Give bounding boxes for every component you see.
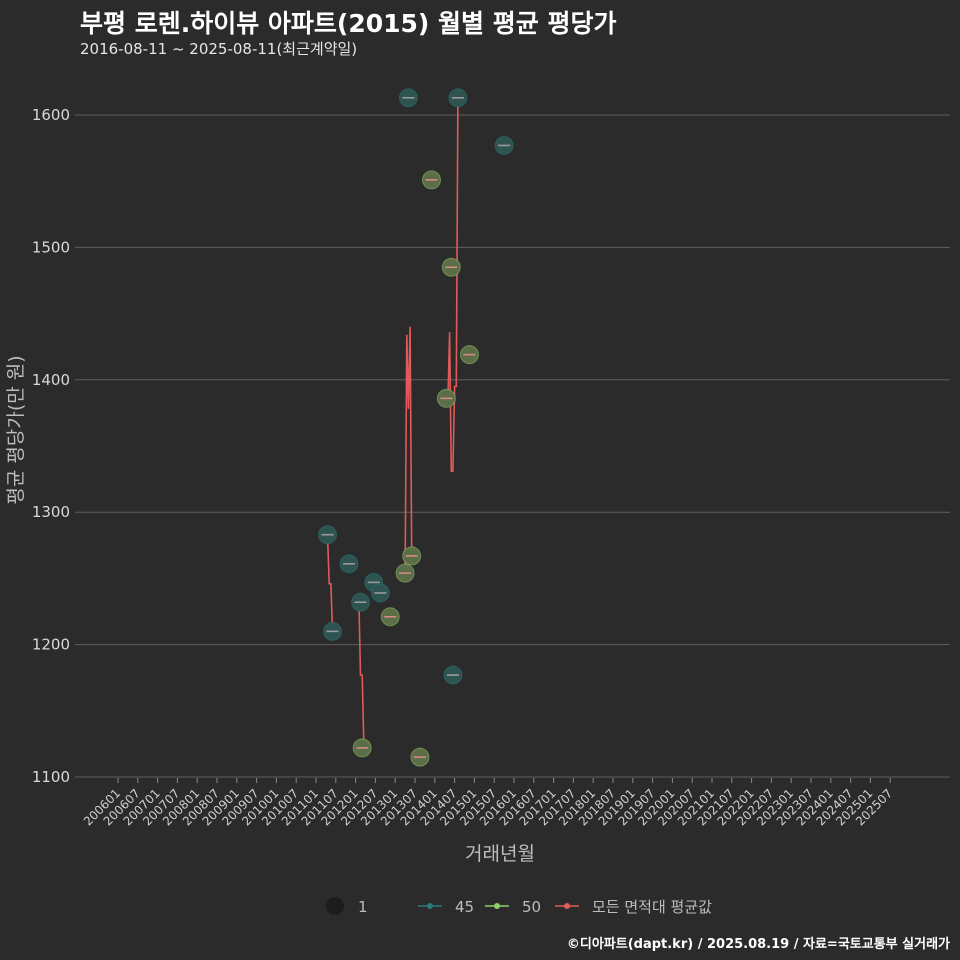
chart-title: 부평 로렌.하이뷰 아파트(2015) 월별 평균 평당가 — [80, 9, 617, 38]
legend-swatch-dot — [427, 903, 433, 909]
y-axis-label: 평균 평당가(만 원) — [5, 355, 27, 504]
legend-swatch-dot — [564, 903, 570, 909]
y-tick-label: 1300 — [32, 503, 70, 521]
y-tick-label: 1400 — [32, 371, 70, 389]
average-line-segment — [326, 534, 334, 632]
legend-item-label: 45 — [455, 898, 474, 916]
y-tick-label: 1200 — [32, 636, 70, 654]
y-tick-label: 1600 — [32, 106, 70, 124]
legend-size-label: 1 — [358, 898, 368, 916]
average-line-segment — [404, 326, 413, 574]
legend-item-label: 모든 면적대 평균값 — [592, 898, 712, 916]
chart-subtitle: 2016-08-11 ~ 2025-08-11(최근계약일) — [80, 40, 358, 58]
x-axis-label: 거래년월 — [465, 843, 535, 865]
average-line-segment — [446, 97, 459, 473]
legend-swatch-dot — [494, 903, 500, 909]
average-line-segment — [358, 602, 365, 748]
legend: 1 45 50 모든 면적대 평균값 — [326, 897, 712, 916]
y-tick-label: 1100 — [32, 768, 70, 786]
legend-item-label: 50 — [522, 898, 541, 916]
legend-size-marker — [326, 897, 344, 915]
source-credit: ©디아파트(dapt.kr) / 2025.08.19 / 자료=국토교통부 실… — [566, 937, 950, 952]
y-tick-label: 1500 — [32, 238, 70, 256]
